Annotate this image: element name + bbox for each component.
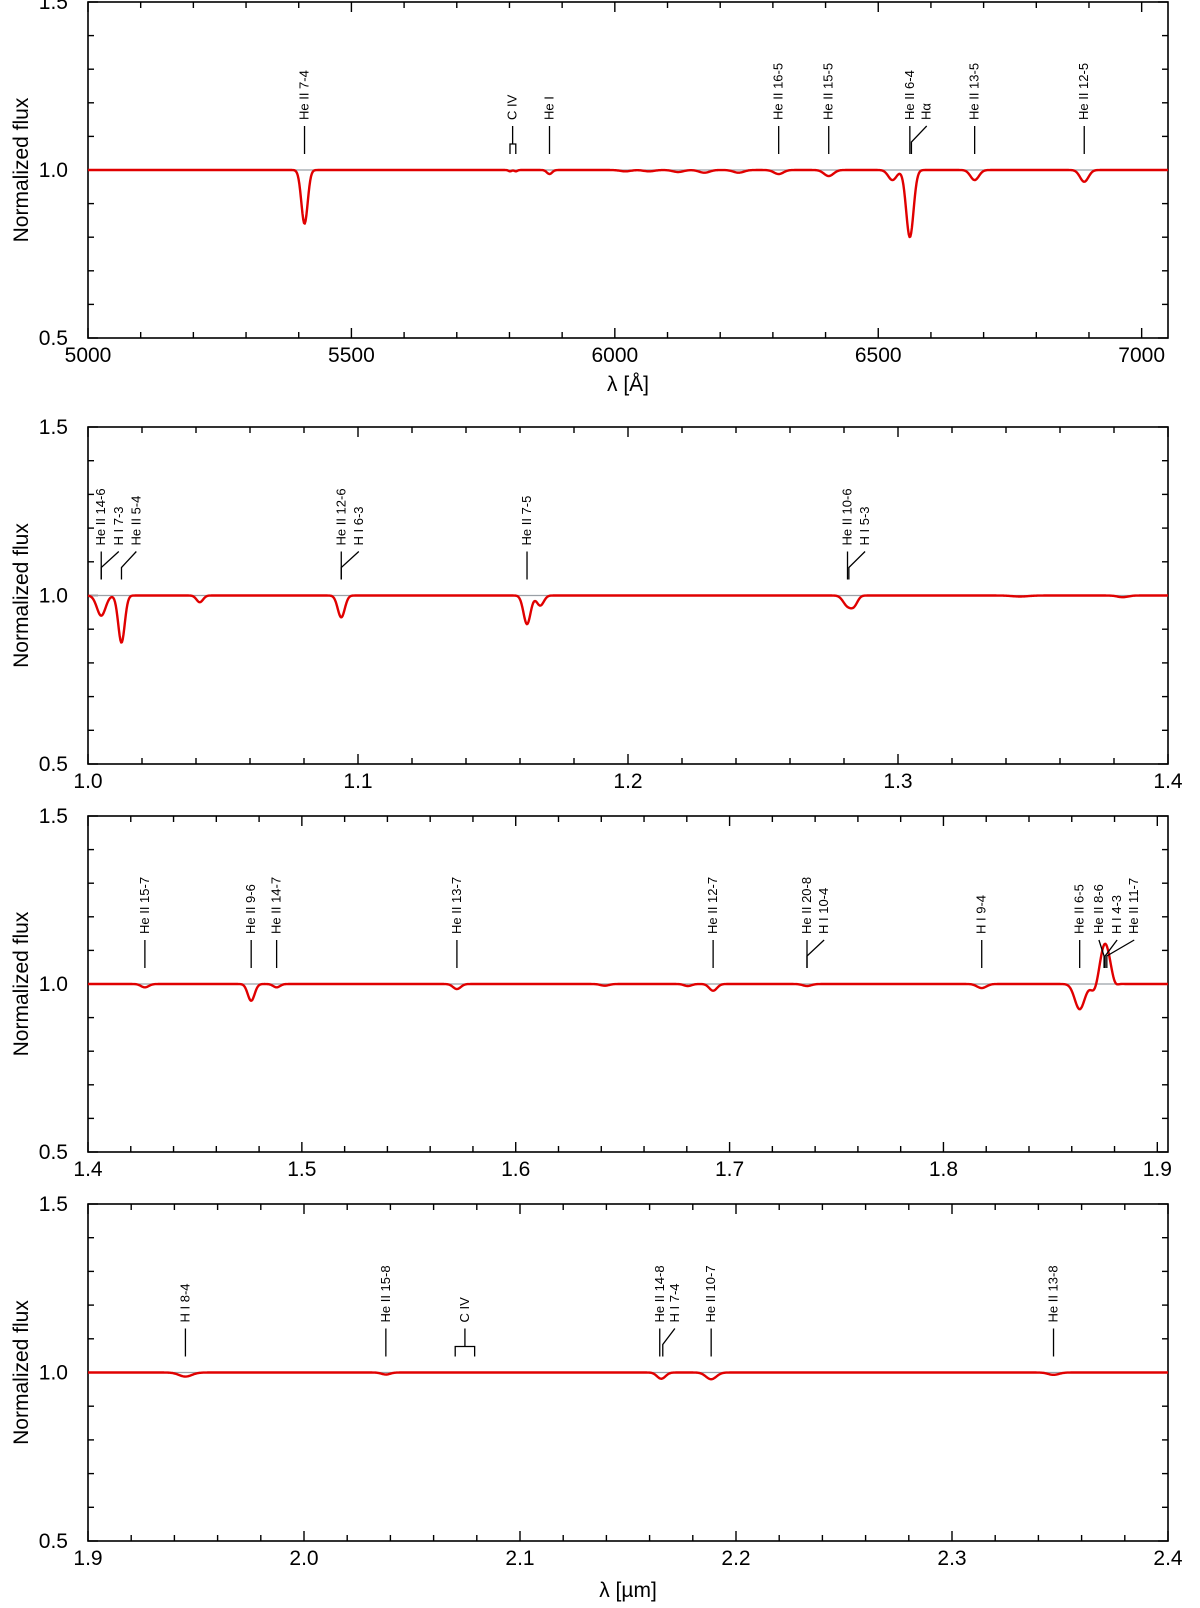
- line-id-label: He II 20-8: [799, 877, 814, 934]
- y-axis-label: Normalized flux: [10, 911, 33, 1056]
- line-id-label: C IV: [457, 1297, 472, 1323]
- line-id-label: H I 5-3: [857, 506, 872, 545]
- y-axis-label: Normalized flux: [10, 97, 33, 242]
- x-tick-label: 1.8: [929, 1158, 958, 1181]
- line-id-marker: [910, 125, 928, 154]
- line-id-label: Hα: [919, 103, 934, 120]
- line-id-label: H I 4-3: [1109, 895, 1124, 934]
- panel-optical: 5000 5500 6000 6500 7000 0.5 1.0 1.5 Normalized …: [10, 0, 1169, 396]
- spectrum-line: [87, 1371, 1169, 1381]
- y-tick-label: 1.0: [39, 973, 68, 996]
- line-id-label: He II 7-5: [519, 496, 534, 546]
- line-id-label: He I: [542, 96, 557, 120]
- y-tick-label: 0.5: [39, 327, 68, 350]
- x-tick-label: 1.4: [1153, 770, 1183, 793]
- line-id-label: He II 5-4: [128, 496, 143, 546]
- y-tick-label: 1.5: [39, 416, 68, 439]
- y-tick-label: 0.5: [39, 1530, 68, 1553]
- line-id-label: He II 6-4: [902, 70, 917, 120]
- spectrum-line: [87, 594, 1169, 644]
- line-id-label: He II 12-7: [705, 877, 720, 934]
- line-id-label: H I 9-4: [974, 895, 989, 934]
- panel-near-ir-3: 1.9 2.0 2.1 2.2 2.3 2.4 0.5 1.0 1.5 Normalized fl…: [10, 1193, 1183, 1602]
- line-id-label: He II 13-7: [449, 877, 464, 934]
- line-id-label: He II 16-5: [771, 63, 786, 120]
- y-axis-label: Normalized flux: [10, 523, 33, 668]
- line-id-label: H I 7-3: [111, 506, 126, 545]
- x-tick-label: 1.6: [501, 1158, 530, 1181]
- x-tick-label: 2.0: [289, 1547, 318, 1570]
- y-axis-label: Normalized flux: [10, 1300, 33, 1445]
- line-id-label: C IV: [505, 94, 520, 120]
- line-id-label: He II 12-6: [333, 488, 348, 545]
- x-tick-label: 6000: [591, 344, 638, 367]
- line-id-label: He II 13-5: [967, 63, 982, 120]
- x-tick-label: 1.4: [73, 1158, 103, 1181]
- line-id-marker: [1104, 939, 1118, 968]
- x-tick-label: 5500: [328, 344, 375, 367]
- x-tick-label: 2.4: [1153, 1547, 1183, 1570]
- line-id-marker: [1098, 939, 1105, 968]
- line-id-label: He II 10-7: [703, 1265, 718, 1322]
- x-tick-label: 1.9: [1143, 1158, 1172, 1181]
- x-tick-label: 1.2: [613, 770, 642, 793]
- line-id-label: He II 15-8: [378, 1265, 393, 1322]
- line-id-label: H I 7-4: [667, 1283, 682, 1322]
- y-tick-label: 1.5: [39, 1193, 68, 1216]
- line-id-bracket: [454, 1328, 476, 1357]
- x-tick-label: 1.1: [343, 770, 372, 793]
- y-tick-label: 0.5: [39, 1141, 68, 1164]
- line-id-label: He II 14-6: [93, 488, 108, 545]
- y-tick-label: 1.5: [39, 0, 68, 14]
- line-id-label: He II 14-8: [652, 1265, 667, 1322]
- x-axis-label: λ [µm]: [599, 1579, 657, 1602]
- x-tick-label: 1.0: [73, 770, 102, 793]
- line-id-bracket: [509, 126, 517, 154]
- line-id-label: He II 7-4: [297, 70, 312, 120]
- x-tick-label: 5000: [65, 344, 112, 367]
- line-id-marker: [848, 551, 866, 580]
- line-id-marker: [1106, 939, 1135, 968]
- panel-near-ir-2: 1.4 1.5 1.6 1.7 1.8 1.9 0.5 1.0 1.5 Normalized fl…: [10, 805, 1172, 1181]
- y-tick-label: 1.0: [39, 159, 68, 182]
- x-axis-label: λ [Å]: [607, 373, 649, 396]
- line-id-label: He II 14-7: [269, 877, 284, 934]
- y-tick-label: 1.0: [39, 1362, 68, 1385]
- line-id-label: H I 8-4: [177, 1283, 192, 1322]
- x-tick-label: 1.9: [73, 1547, 102, 1570]
- spectrum-line: [87, 942, 1169, 1011]
- x-tick-label: 1.7: [715, 1158, 744, 1181]
- y-tick-label: 0.5: [39, 753, 68, 776]
- line-id-marker: [340, 551, 360, 580]
- line-id-label: He II 12-5: [1076, 63, 1091, 120]
- x-tick-label: 2.1: [505, 1547, 534, 1570]
- x-tick-label: 6500: [855, 344, 902, 367]
- x-tick-label: 7000: [1118, 344, 1165, 367]
- line-id-label: He II 11-7: [1126, 878, 1141, 934]
- x-tick-label: 2.3: [937, 1547, 966, 1570]
- line-id-label: He II 15-7: [137, 877, 152, 934]
- x-tick-label: 2.2: [721, 1547, 750, 1570]
- y-tick-label: 1.5: [39, 805, 68, 828]
- line-id-label: H I 6-3: [351, 506, 366, 545]
- line-id-marker: [806, 939, 825, 968]
- x-tick-label: 1.5: [287, 1158, 316, 1181]
- line-id-marker: [120, 551, 137, 580]
- line-id-label: He II 13-8: [1046, 1265, 1061, 1322]
- line-id-label: He II 9-6: [243, 884, 258, 934]
- x-tick-label: 1.3: [883, 770, 912, 793]
- spectrum-line: [87, 168, 1169, 239]
- line-id-marker: [100, 551, 120, 580]
- line-id-marker: [662, 1328, 676, 1357]
- y-tick-label: 1.0: [39, 585, 68, 608]
- line-id-label: H I 10-4: [816, 888, 831, 934]
- line-id-label: He II 8-6: [1091, 884, 1106, 934]
- line-id-label: He II 6-5: [1072, 884, 1087, 934]
- line-id-label: He II 15-5: [821, 63, 836, 120]
- line-id-label: He II 10-6: [840, 488, 855, 545]
